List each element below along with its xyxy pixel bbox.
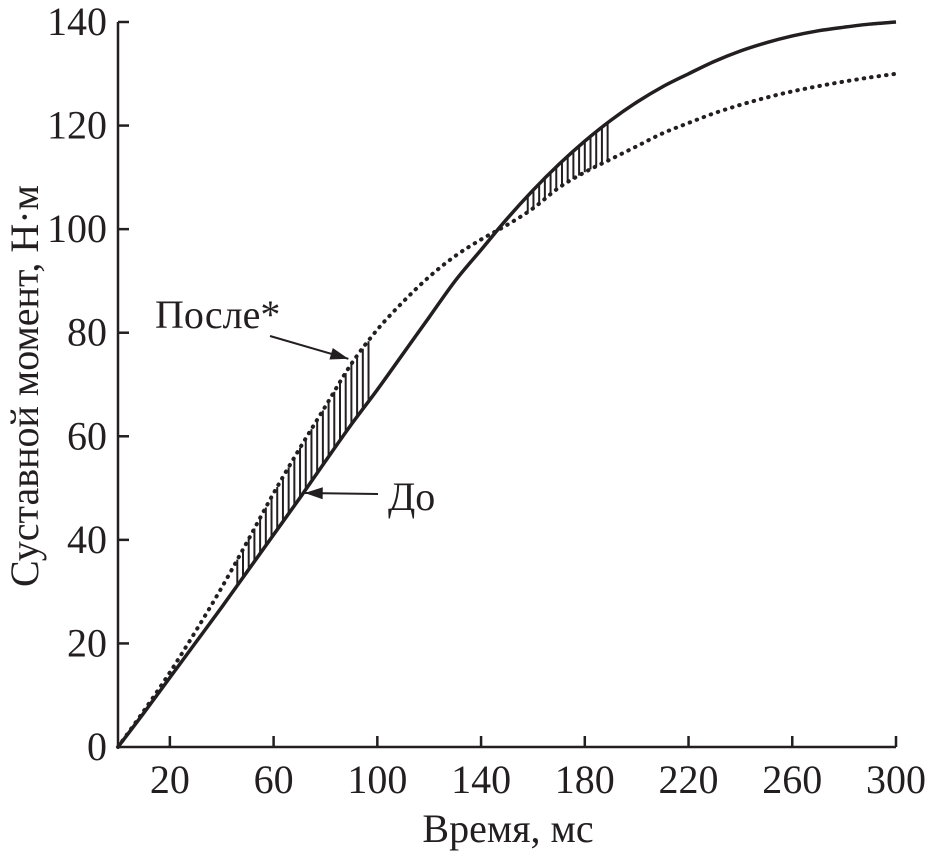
x-tick-label: 220 [659,757,719,802]
series-line-after [116,71,898,749]
x-tick-label: 60 [254,757,294,802]
ticks: 20 60 100 140 180 220 260 300 0 20 40 60 80 100 120 140 [47,0,926,802]
y-tick-label: 20 [67,620,107,665]
axes [116,22,896,749]
y-tick-label: 80 [67,310,107,355]
x-axis-title: Время, мс [422,806,593,851]
annotation-label: После* [155,292,280,337]
x-tick-label: 20 [150,757,190,802]
x-tick-label: 300 [866,757,926,802]
annotation-arrowhead [329,348,349,360]
series-line-before [116,20,897,749]
y-tick-label: 120 [47,103,107,148]
hatch-layer [236,122,609,586]
y-tick-label: 100 [47,206,107,251]
annotations: После* До [155,292,435,519]
series-layer [116,20,898,749]
x-tick-label: 140 [451,757,511,802]
y-tick-label: 60 [67,413,107,458]
annotation-arrowhead [304,487,323,500]
annotation-label: До [388,474,435,519]
x-tick-label: 180 [555,757,615,802]
y-axis-title: Суставной момент, Н·м [2,185,47,587]
y-tick-label: 0 [87,724,107,769]
y-tick-label: 40 [67,517,107,562]
x-tick-label: 260 [762,757,822,802]
y-tick-label: 140 [47,0,107,44]
x-tick-label: 100 [347,757,407,802]
